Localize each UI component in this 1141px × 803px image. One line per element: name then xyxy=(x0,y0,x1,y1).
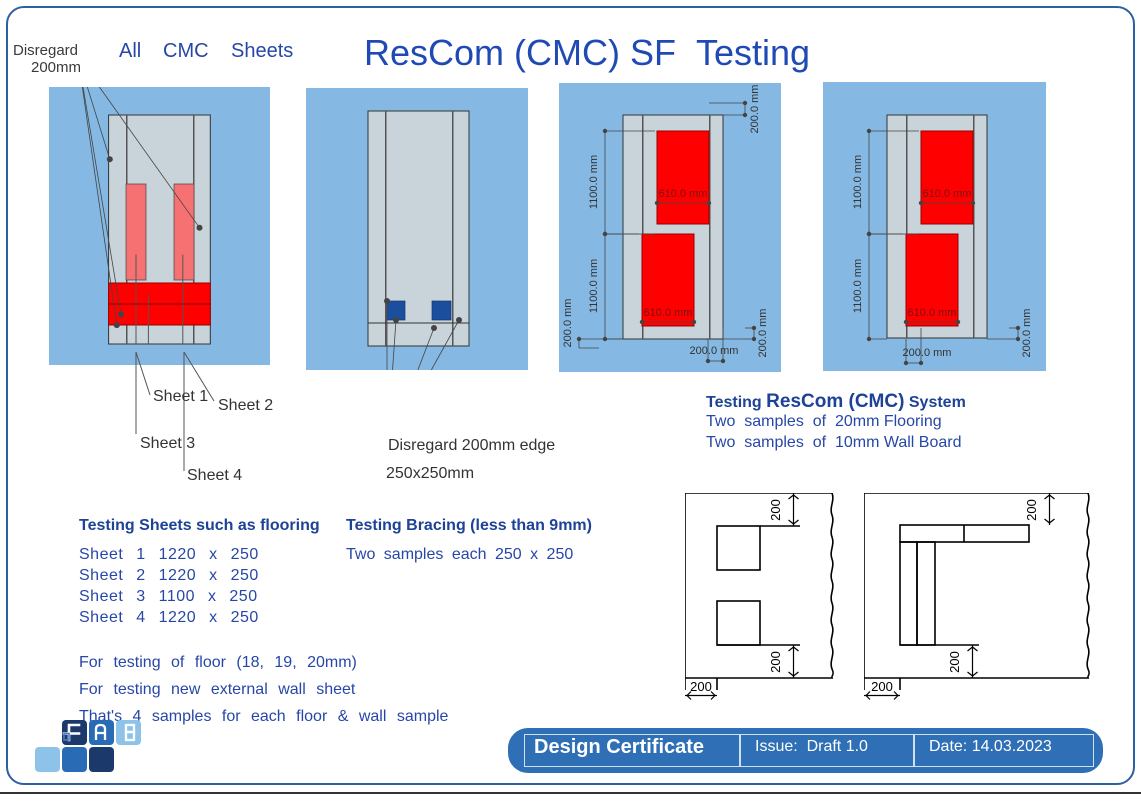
svg-text:610.0 mm: 610.0 mm xyxy=(908,307,957,319)
svg-text:200: 200 xyxy=(768,651,783,673)
svg-text:200.0 mm: 200.0 mm xyxy=(903,347,952,359)
svg-text:1100.0 mm: 1100.0 mm xyxy=(588,259,600,313)
svg-text:200.0 mm: 200.0 mm xyxy=(1021,309,1033,358)
svg-text:200: 200 xyxy=(947,651,962,673)
svg-text:610.0 mm: 610.0 mm xyxy=(923,188,972,200)
svg-text:200: 200 xyxy=(1024,499,1039,521)
svg-text:200.0 mm: 200.0 mm xyxy=(690,345,739,357)
svg-text:1100.0 mm: 1100.0 mm xyxy=(852,259,864,313)
svg-text:610.0 mm: 610.0 mm xyxy=(659,188,708,200)
svg-text:610.0 mm: 610.0 mm xyxy=(644,307,693,319)
svg-text:200: 200 xyxy=(690,679,712,694)
svg-text:200.0 mm: 200.0 mm xyxy=(749,85,761,134)
svg-text:1100.0 mm: 1100.0 mm xyxy=(852,155,864,209)
svg-text:200: 200 xyxy=(871,679,893,694)
svg-text:1100.0 mm: 1100.0 mm xyxy=(588,155,600,209)
svg-text:200.0 mm: 200.0 mm xyxy=(757,309,769,358)
svg-text:200: 200 xyxy=(768,499,783,521)
svg-text:200.0 mm: 200.0 mm xyxy=(562,299,574,348)
